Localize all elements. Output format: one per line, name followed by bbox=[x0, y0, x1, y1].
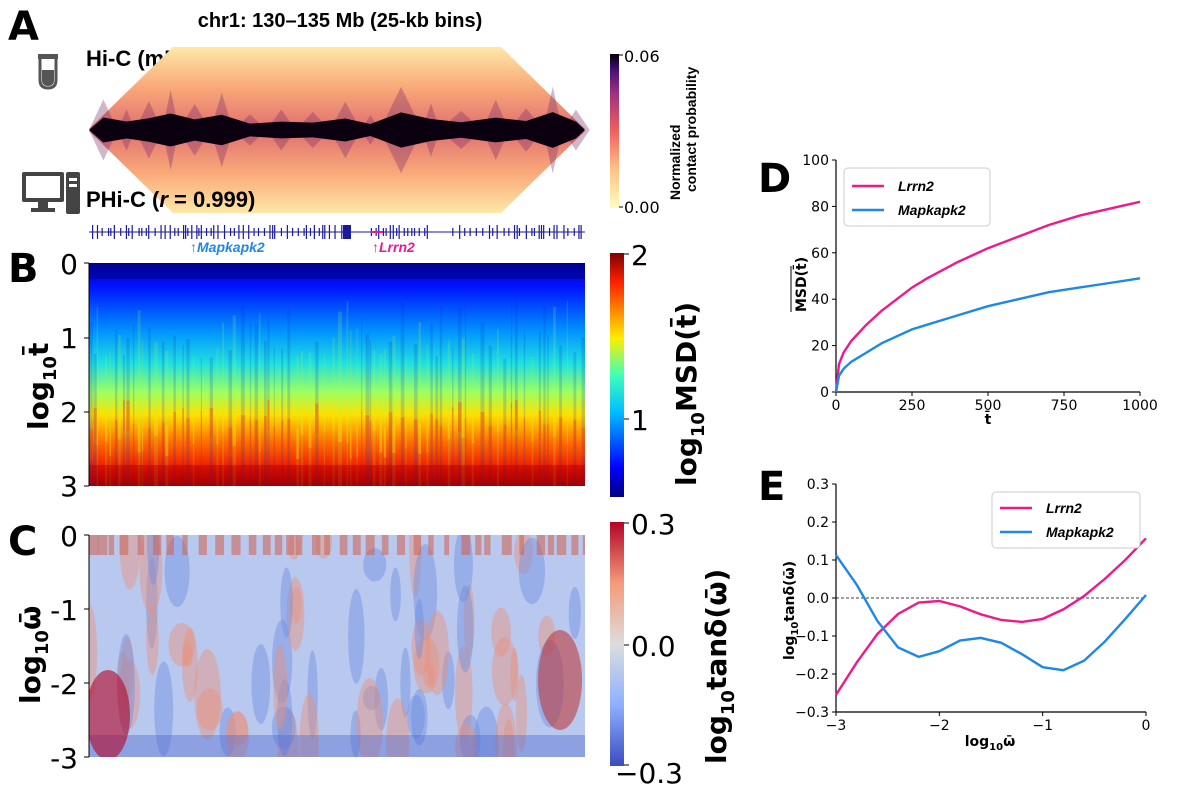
colorbar-b-label: log10MSD(t̄) bbox=[669, 302, 709, 486]
gene-label-mapkapk2: ↑Mapkapk2 bbox=[190, 239, 265, 255]
panel-b-ytick-1: 1 bbox=[60, 322, 78, 355]
series-line-mapkapk2 bbox=[835, 554, 1147, 672]
panel-letter-a: A bbox=[8, 4, 39, 50]
xtick-label: −2 bbox=[929, 718, 950, 734]
panel-b-ylabel: log10t̄ bbox=[21, 343, 61, 430]
ytick-label: 20 bbox=[811, 339, 829, 355]
tan-delta-heatmap bbox=[89, 535, 585, 757]
colorbar-b: 2 1 log10MSD(t̄) bbox=[610, 239, 709, 497]
ytick-label: 0 bbox=[820, 385, 829, 401]
panel-c-ytick-1: -1 bbox=[50, 594, 78, 627]
legend-label: Mapkapk2 bbox=[898, 202, 966, 218]
colorbar-a-max: 0.06 bbox=[624, 47, 660, 66]
chart-d-xlabel: t̄ bbox=[985, 409, 992, 428]
chart-e-xlabel: log10ω̄ bbox=[965, 734, 1016, 753]
legend-label: Lrrn2 bbox=[898, 178, 934, 194]
ytick-label: −0.2 bbox=[795, 667, 829, 683]
xtick-label: 0 bbox=[1142, 718, 1151, 734]
legend-label: Lrrn2 bbox=[1046, 500, 1082, 516]
ytick-label: 60 bbox=[811, 246, 829, 262]
xtick-label: 750 bbox=[1051, 398, 1078, 414]
series-line-lrrn2 bbox=[834, 537, 1147, 696]
ytick-label: 0.3 bbox=[807, 477, 829, 493]
panel-b-ytick-2: 2 bbox=[60, 396, 78, 429]
gene-track bbox=[89, 225, 585, 239]
series-line-mapkapk2 bbox=[834, 277, 1141, 393]
hic-map bbox=[89, 47, 590, 213]
ytick-label: 0.0 bbox=[807, 591, 829, 607]
xtick-label: 0 bbox=[832, 398, 841, 414]
panel-c-ytick-2: -2 bbox=[50, 668, 78, 701]
colorbar-c-max: 0.3 bbox=[631, 508, 676, 541]
panel-c-yaxis: 0 -1 -2 -3 log10ω̄ bbox=[14, 520, 90, 775]
colorbar-b-max: 2 bbox=[631, 239, 649, 272]
msd-heatmap bbox=[89, 263, 585, 486]
xtick-label: −3 bbox=[826, 718, 847, 734]
colorbar-b-mid: 1 bbox=[631, 404, 649, 437]
ytick-label: −0.1 bbox=[795, 629, 829, 645]
colorbar-c: 0.3 0.0 −0.3 log10tanδ(ω̄) bbox=[610, 508, 739, 790]
colorbar-c-min: −0.3 bbox=[615, 757, 683, 790]
ytick-label: −0.3 bbox=[795, 705, 829, 721]
ytick-label: 100 bbox=[802, 153, 829, 169]
computer-icon bbox=[22, 172, 80, 214]
ytick-label: 0.1 bbox=[807, 553, 829, 569]
chart-e-legend bbox=[991, 491, 1141, 549]
ytick-label: 40 bbox=[811, 292, 829, 308]
colorbar-c-label: log10tanδ(ω̄) bbox=[700, 569, 739, 764]
ytick-label: 80 bbox=[811, 199, 829, 215]
xtick-label: 500 bbox=[975, 398, 1002, 414]
test-tube-icon bbox=[38, 54, 58, 90]
chart-e-ylabel: log10tanδ(ω̄) bbox=[782, 561, 801, 660]
chart-d: 0 250 500 750 1000 0 20 40 60 80 100 MSD(t̄) t̄ Lrrn2… bbox=[790, 153, 1158, 428]
phic-label: PHi-C (r = 0.999) bbox=[86, 187, 255, 212]
xtick-label: 250 bbox=[899, 398, 926, 414]
panel-b-ytick-0: 0 bbox=[60, 248, 78, 281]
panel-letter-c: C bbox=[8, 519, 37, 565]
chart-e: −3 −2 −1 0 −0.3 −0.2 −0.1 0.0 0.1 0.2 0.3 log10tanδ… bbox=[782, 477, 1150, 753]
panel-c-ytick-0: 0 bbox=[60, 520, 78, 553]
colorbar-a-label-1: Normalized bbox=[667, 125, 683, 200]
colorbar-a-label-2: contact probability bbox=[683, 67, 699, 192]
ytick-label: 0.2 bbox=[807, 515, 829, 531]
panel-letter-b: B bbox=[8, 246, 39, 292]
series-line-lrrn2 bbox=[834, 200, 1141, 393]
chart-d-legend bbox=[843, 167, 991, 227]
colorbar-a: 0.06 0.00 Normalized contact probability bbox=[610, 47, 699, 217]
colorbar-a-min: 0.00 bbox=[624, 198, 660, 217]
xtick-label: 1000 bbox=[1122, 398, 1158, 414]
panel-letter-d: D bbox=[758, 156, 791, 202]
legend-label: Mapkapk2 bbox=[1046, 524, 1114, 540]
xtick-label: −1 bbox=[1032, 718, 1053, 734]
panel-letter-e: E bbox=[758, 464, 785, 510]
colorbar-c-mid: 0.0 bbox=[631, 630, 676, 663]
panel-b-ytick-3: 3 bbox=[60, 470, 78, 503]
panel-a-title: chr1: 130–135 Mb (25-kb bins) bbox=[198, 10, 483, 32]
panel-b-yaxis: 0 1 2 3 log10t̄ bbox=[21, 248, 90, 503]
panel-c-ylabel: log10ω̄ bbox=[14, 606, 53, 704]
panel-c-ytick-3: -3 bbox=[50, 742, 78, 775]
chart-d-ylabel: MSD(t̄) bbox=[791, 257, 810, 312]
gene-label-lrrn2: ↑Lrrn2 bbox=[372, 239, 415, 255]
